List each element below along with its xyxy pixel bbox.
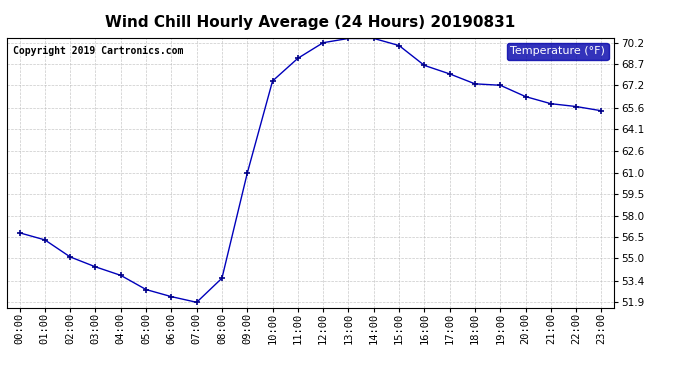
Text: Copyright 2019 Cartronics.com: Copyright 2019 Cartronics.com [13,46,184,56]
Legend: Temperature (°F): Temperature (°F) [507,43,609,60]
Text: Wind Chill Hourly Average (24 Hours) 20190831: Wind Chill Hourly Average (24 Hours) 201… [106,15,515,30]
